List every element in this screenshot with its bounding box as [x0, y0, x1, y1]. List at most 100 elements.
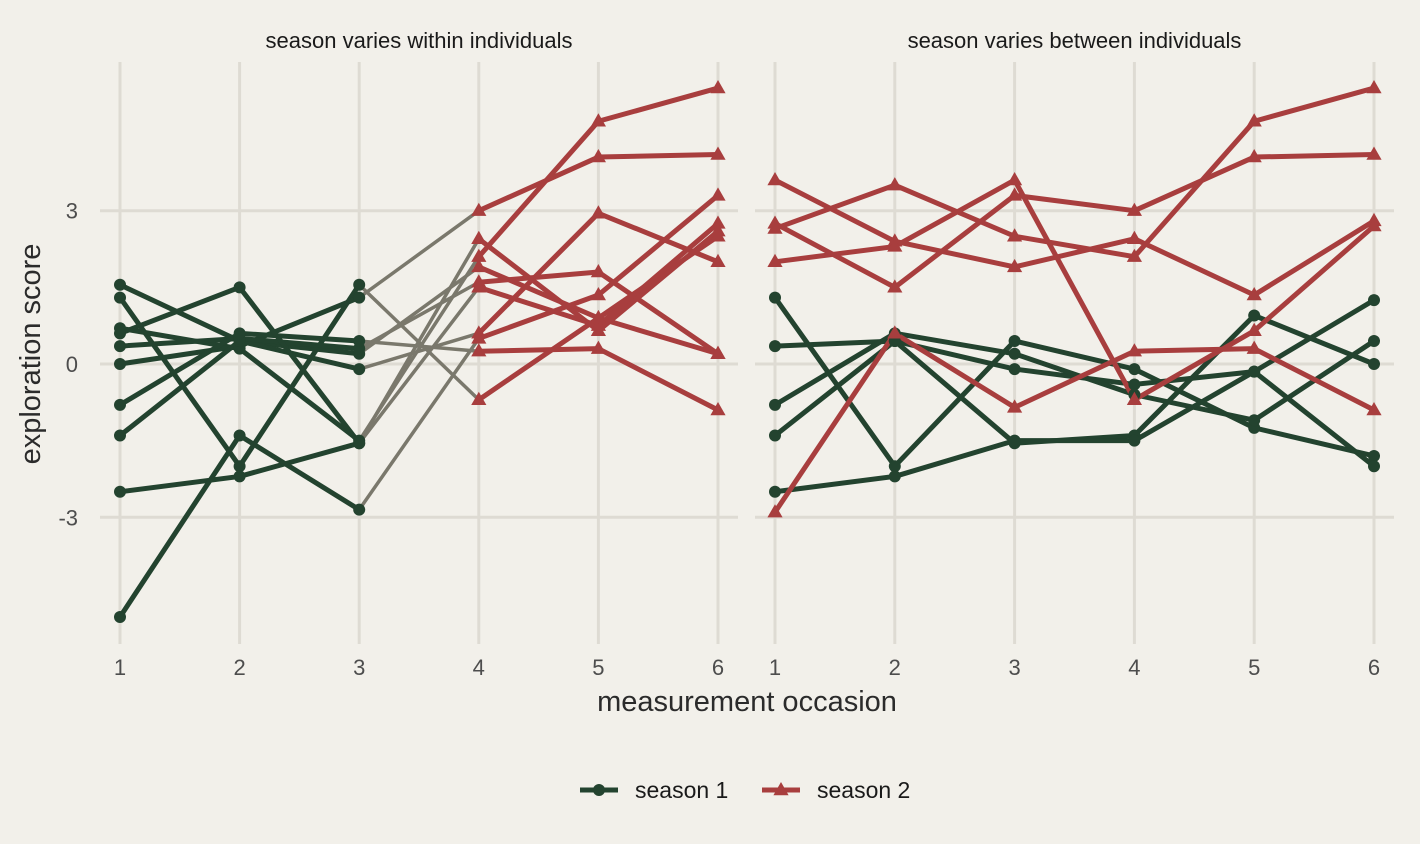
season-2-point — [1007, 187, 1023, 201]
series-segment — [1012, 348, 1137, 410]
season-1-point — [114, 340, 126, 353]
season-2-point — [471, 248, 487, 262]
panel-series — [772, 85, 1377, 515]
season-2-point — [1366, 401, 1382, 416]
series-segment — [1251, 151, 1377, 160]
y-tick-label: 0 — [66, 352, 78, 377]
series-segment — [476, 269, 601, 285]
series-segment — [237, 335, 362, 352]
season-1-point — [1368, 449, 1380, 462]
season-1-point — [114, 278, 126, 291]
series-segment — [476, 118, 601, 260]
season-2-point — [1007, 399, 1023, 413]
season-1-point — [114, 291, 126, 304]
legend-triangle-marker — [773, 782, 789, 796]
season-2-point — [590, 310, 606, 324]
season-2-point — [590, 113, 606, 127]
series-segment — [595, 220, 721, 329]
series-segment — [595, 269, 721, 357]
series-segment — [357, 280, 481, 351]
season-1-point — [114, 610, 126, 623]
season-1-point — [114, 358, 126, 370]
season-1-point — [1248, 309, 1261, 322]
series-segment — [476, 292, 601, 341]
series-segment — [772, 338, 898, 349]
season-1-point — [1128, 434, 1141, 447]
season-2-point — [471, 330, 487, 344]
x-tick-label: 2 — [233, 655, 245, 680]
season-2-point — [1126, 248, 1142, 262]
axis-labels: measurement occasion exploration score s… — [15, 28, 1380, 718]
series-segment — [595, 228, 721, 334]
series-segment — [772, 473, 898, 495]
series-segment — [892, 330, 1018, 410]
series-segment — [1012, 351, 1137, 398]
series-segment — [1131, 369, 1257, 444]
x-tick-label: 5 — [592, 655, 604, 680]
y-tick-label: 3 — [66, 199, 78, 224]
series-segment — [1251, 369, 1377, 469]
series-segment — [1012, 233, 1137, 260]
season-2-point — [1126, 391, 1142, 405]
season-2-point — [887, 238, 903, 252]
x-tick-label: 3 — [1008, 655, 1020, 680]
season-2-point — [471, 343, 487, 357]
series-segment — [595, 315, 721, 357]
season-2-point — [1007, 172, 1023, 186]
series-segment — [357, 331, 481, 371]
season-2-point — [767, 253, 783, 267]
series-segment — [1131, 346, 1257, 354]
x-tick-label: 6 — [712, 655, 724, 680]
series-segment — [1251, 297, 1377, 375]
series-segment — [476, 284, 601, 329]
season-1-point — [1008, 363, 1021, 376]
x-tick-label: 3 — [353, 655, 365, 680]
x-axis-title: measurement occasion — [597, 686, 897, 718]
panel-series — [117, 85, 721, 620]
series-segment — [117, 338, 243, 439]
season-2-point — [1246, 113, 1262, 127]
series-segment — [117, 433, 243, 620]
season-1-point — [233, 327, 246, 340]
season-1-point — [353, 437, 366, 450]
season-2-point — [1246, 340, 1262, 354]
series-segment — [595, 346, 721, 413]
series-segment — [117, 330, 243, 408]
series-segment — [1131, 312, 1257, 439]
season-1-point — [1008, 335, 1021, 348]
series-segment — [892, 338, 1018, 446]
series-segment — [772, 182, 898, 232]
season-2-point — [471, 391, 487, 405]
season-2-point — [471, 279, 487, 293]
series-segment — [772, 177, 898, 244]
legend-item: season 2 — [762, 777, 910, 803]
season-1-point — [353, 278, 366, 291]
season-1-point — [233, 460, 246, 473]
season-2-point — [471, 258, 487, 273]
season-1-point — [769, 340, 781, 353]
panel-markers — [114, 80, 726, 623]
series-segment — [892, 330, 1018, 357]
series-segment — [892, 192, 1018, 290]
season-2-point — [710, 80, 726, 94]
season-1-point — [1248, 414, 1261, 427]
season-2-point — [471, 230, 487, 245]
series-segment — [1012, 177, 1137, 403]
season-2-point — [590, 340, 606, 354]
season-1-point — [114, 485, 126, 498]
y-tick-label: -3 — [58, 505, 78, 530]
season-2-point — [1366, 80, 1382, 94]
season-2-point — [1246, 322, 1262, 336]
season-1-point — [114, 429, 126, 442]
series-segment — [237, 338, 362, 372]
season-2-point — [710, 401, 726, 416]
series-segment — [1251, 346, 1377, 413]
series-segment — [237, 282, 362, 469]
season-2-point — [1246, 287, 1262, 301]
season-2-point — [1366, 146, 1382, 160]
season-1-point — [769, 398, 781, 411]
series-segment — [117, 473, 243, 495]
season-2-point — [1126, 202, 1142, 216]
series-segment — [1251, 85, 1377, 124]
